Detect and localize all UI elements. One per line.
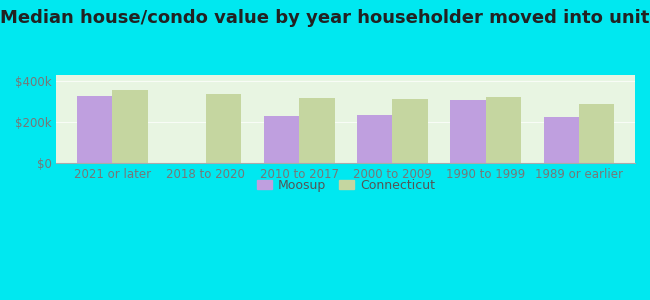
Bar: [357, 115, 393, 163]
Bar: [264, 116, 299, 163]
Bar: [299, 98, 335, 163]
Bar: [112, 90, 148, 163]
Bar: [486, 97, 521, 163]
Bar: [393, 99, 428, 163]
Bar: [450, 100, 486, 163]
Bar: [206, 94, 241, 163]
Bar: [543, 117, 579, 163]
Bar: [579, 104, 614, 163]
Bar: [77, 95, 112, 163]
Text: Median house/condo value by year householder moved into unit: Median house/condo value by year househo…: [0, 9, 650, 27]
Legend: Moosup, Connecticut: Moosup, Connecticut: [252, 174, 440, 197]
